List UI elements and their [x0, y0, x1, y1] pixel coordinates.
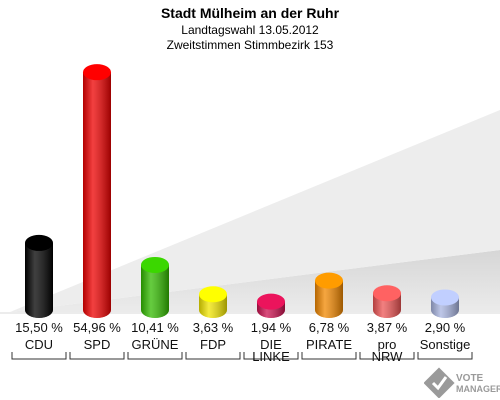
- category-bracket: [301, 352, 357, 360]
- bar-cap: [199, 286, 227, 303]
- bar-gr-ne: [141, 256, 169, 318]
- category-bracket: [185, 352, 241, 360]
- category-label-text: SPD: [84, 337, 111, 352]
- bar-cap: [431, 289, 459, 306]
- value-label: 3,87 %: [367, 320, 408, 335]
- category-label-text: pro: [378, 337, 397, 352]
- category-bracket: [359, 352, 415, 360]
- category-label: CDU: [11, 337, 67, 360]
- value-label: 6,78 %: [309, 320, 350, 335]
- bar-cap: [25, 234, 53, 251]
- bar-cap: [373, 285, 401, 302]
- bar-sonstige: [431, 289, 459, 318]
- bar-shading: [141, 264, 169, 318]
- bar-cap: [141, 256, 169, 273]
- value-label: 54,96 %: [73, 320, 121, 335]
- category-label: GRÜNE: [127, 337, 183, 360]
- category-bracket: [417, 352, 473, 360]
- bar-cap: [83, 64, 111, 81]
- logo-text-line2: MANAGER: [456, 384, 500, 394]
- chart-subtitle-district: Zweitstimmen Stimmbezirk 153: [166, 38, 334, 52]
- category-label: FDP: [185, 337, 241, 360]
- value-label: 3,63 %: [193, 320, 234, 335]
- category-label-text: Sonstige: [420, 337, 471, 352]
- bar-shading: [25, 242, 53, 318]
- category-label-text: PIRATE: [306, 337, 352, 352]
- bar-fdp: [199, 286, 227, 318]
- chart-backwall: [10, 110, 500, 312]
- logo-text-line1: VOTE: [456, 373, 484, 384]
- bar-cap: [315, 272, 343, 289]
- value-label: 1,94 %: [251, 320, 292, 335]
- category-label-text: NRW: [372, 349, 404, 364]
- chart-title: Stadt Mülheim an der Ruhr: [160, 5, 340, 21]
- category-bracket: [69, 352, 125, 360]
- category-bracket: [11, 352, 67, 360]
- bar-shading: [315, 280, 343, 318]
- bar-pirate: [315, 272, 343, 318]
- bar-die-linke: [257, 293, 285, 318]
- votemanager-logo: VOTE MANAGER: [424, 367, 500, 398]
- category-label-text: DIE: [260, 337, 282, 352]
- logo-check-icon: [424, 367, 455, 398]
- value-label: 10,41 %: [131, 320, 179, 335]
- category-label-text: LINKE: [252, 349, 290, 364]
- bar-spd: [83, 64, 111, 318]
- bar-shading: [83, 72, 111, 318]
- category-label-text: FDP: [200, 337, 226, 352]
- chart-subtitle-election: Landtagswahl 13.05.2012: [181, 23, 319, 37]
- bars-group: [25, 64, 459, 318]
- bar-pro-nrw: [373, 285, 401, 318]
- bar-cap: [257, 293, 285, 310]
- category-label: Sonstige: [417, 337, 473, 360]
- category-label-text: GRÜNE: [132, 337, 179, 352]
- value-labels-group: 15,50 % 54,96 % 10,41 % 3,63 % 1,94 % 6,78 % 3…: [15, 320, 466, 335]
- value-label: 2,90 %: [425, 320, 466, 335]
- bar-cdu: [25, 234, 53, 318]
- category-bracket: [243, 352, 299, 360]
- value-label: 15,50 %: [15, 320, 63, 335]
- category-label: SPD: [69, 337, 125, 360]
- category-label: PIRATE: [301, 337, 357, 360]
- category-label-text: CDU: [25, 337, 53, 352]
- category-bracket: [127, 352, 183, 360]
